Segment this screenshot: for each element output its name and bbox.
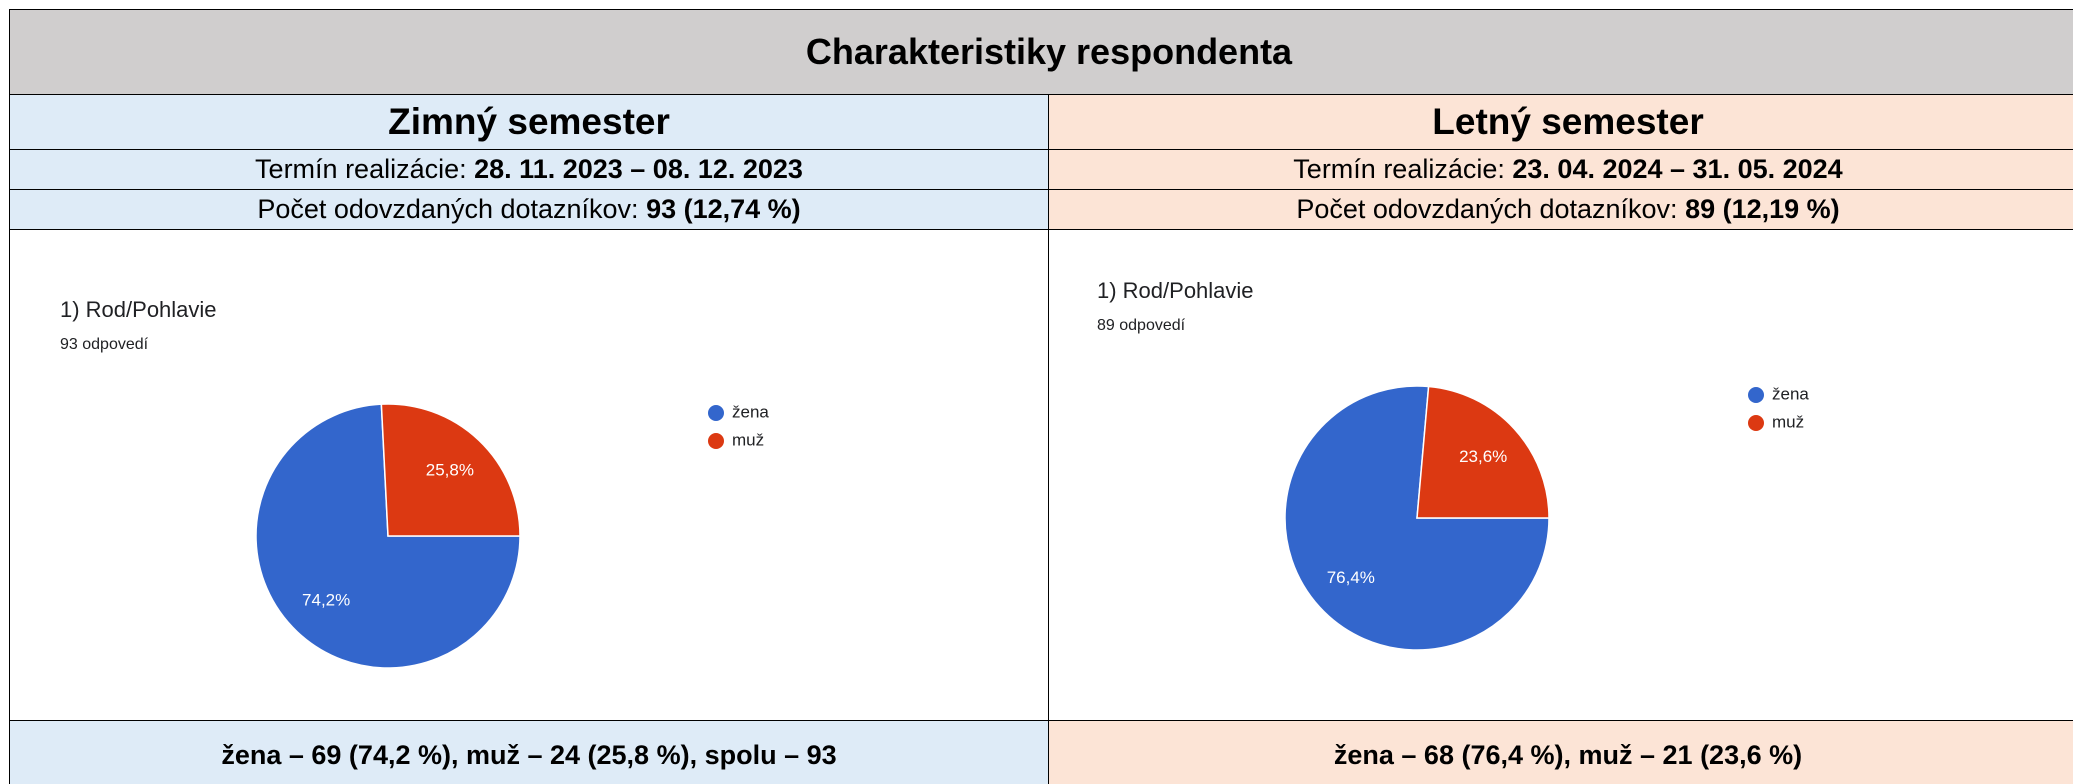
legend-swatch [708,433,724,449]
chart-title: 1) Rod/Pohlavie [1097,278,1254,303]
count-label: Počet odovzdaných dotazníkov: [257,194,639,224]
count-value: 93 (12,74 %) [646,194,801,224]
term-label: Termín realizácie: [255,154,467,184]
legend-label: žena [732,402,769,421]
slice-label: 25,8% [426,460,474,479]
slice-label: 76,4% [1327,568,1375,587]
chart-title: 1) Rod/Pohlavie [60,297,217,322]
legend-swatch [1748,387,1764,403]
chart-subtitle: 89 odpovedí [1097,317,1186,334]
chart-cell: 1) Rod/Pohlavie 93 odpovedí 74,2% 25,8% žena… [9,229,1049,721]
summary-row: žena – 69 (74,2 %), muž – 24 (25,8 %), s… [9,720,1049,784]
chart-subtitle: 93 odpovedí [60,336,149,353]
pie-slice [380,403,521,537]
summary-row: žena – 68 (76,4 %), muž – 21 (23,6 %) [1048,720,2073,784]
count-label: Počet odovzdaných dotazníkov: [1296,194,1678,224]
term-value: 23. 04. 2024 – 31. 05. 2024 [1512,154,1843,184]
term-row: Termín realizácie: 23. 04. 2024 – 31. 05… [1048,149,2073,190]
legend-label: žena [1772,384,1809,403]
legend-swatch [708,405,724,421]
count-row: Počet odovzdaných dotazníkov: 93 (12,74 … [9,189,1049,230]
slice-label: 23,6% [1459,447,1507,466]
count-row: Počet odovzdaných dotazníkov: 89 (12,19 … [1048,189,2073,230]
legend-label: muž [1772,412,1804,431]
semester-heading: Letný semester [1048,94,2073,150]
pie-slice [1416,385,1550,519]
pie-chart: 1) Rod/Pohlavie 89 odpovedí 76,4% 23,6% žena… [1097,278,1809,651]
term-label: Termín realizácie: [1293,154,1505,184]
chart-cell: 1) Rod/Pohlavie 89 odpovedí 76,4% 23,6% žena… [1048,229,2073,721]
semester-heading: Zimný semester [9,94,1049,150]
legend-label: muž [732,430,764,449]
slice-label: 74,2% [302,591,350,610]
term-value: 28. 11. 2023 – 08. 12. 2023 [474,154,803,184]
count-value: 89 (12,19 %) [1685,194,1840,224]
pie-chart: 1) Rod/Pohlavie 93 odpovedí 74,2% 25,8% žena… [60,297,769,669]
legend-swatch [1748,415,1764,431]
table-title: Charakteristiky respondenta [9,9,2073,95]
term-row: Termín realizácie: 28. 11. 2023 – 08. 12… [9,149,1049,190]
